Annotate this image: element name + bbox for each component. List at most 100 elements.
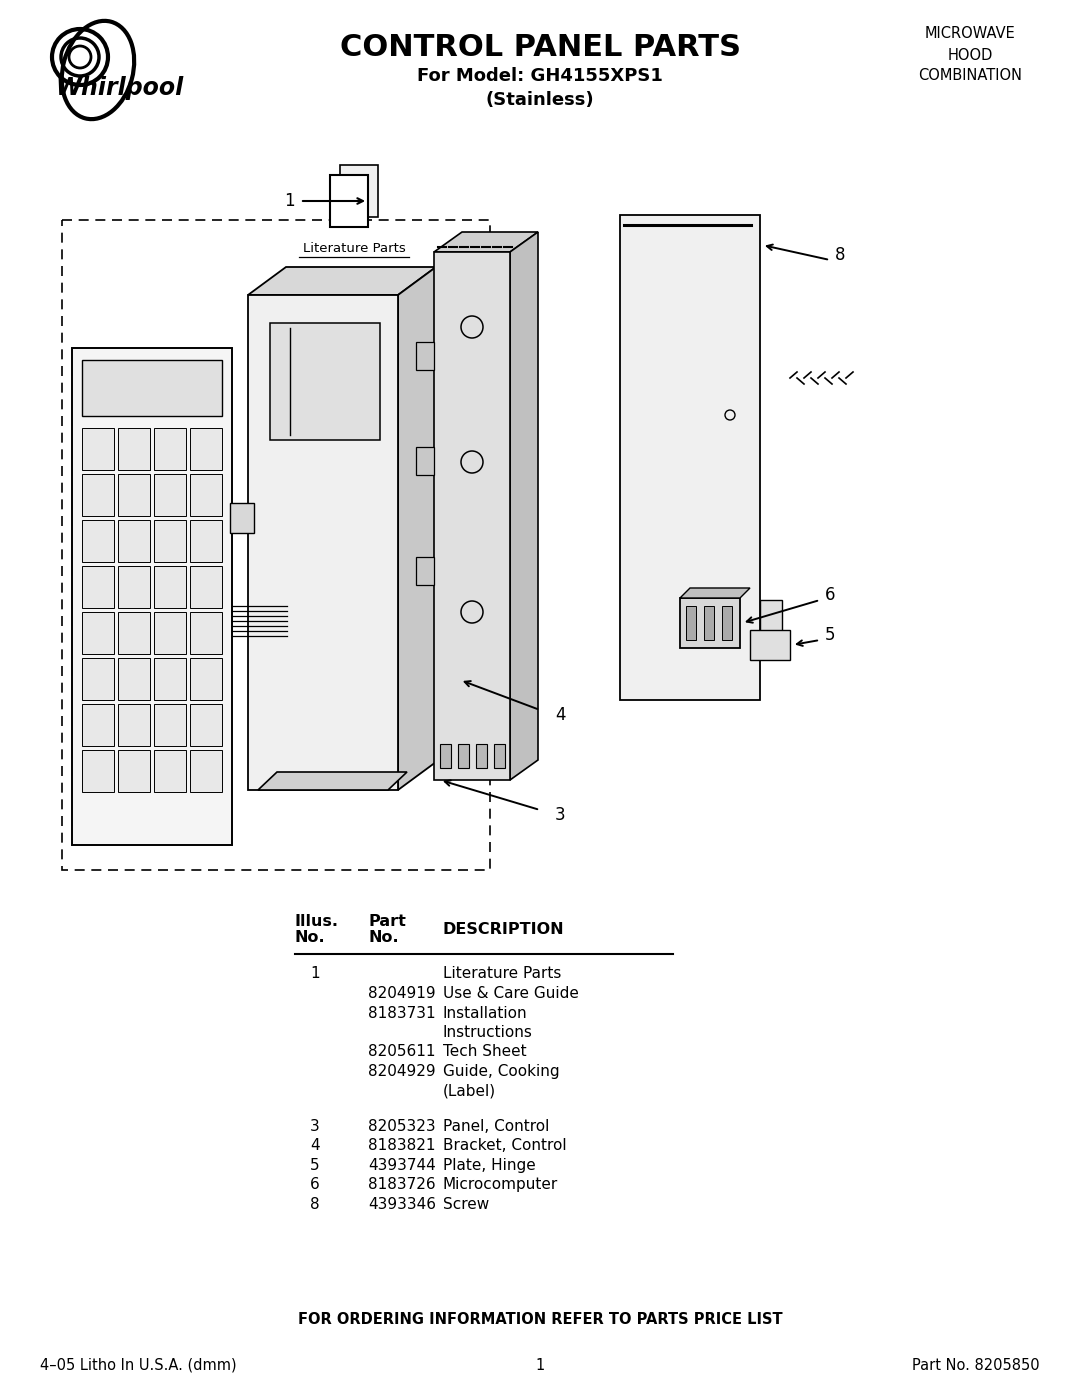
Polygon shape [258, 773, 407, 789]
Polygon shape [416, 342, 434, 370]
Text: 8: 8 [310, 1197, 320, 1211]
Polygon shape [82, 474, 114, 515]
Text: 5: 5 [310, 1158, 320, 1172]
Polygon shape [248, 267, 436, 295]
Polygon shape [82, 658, 114, 700]
Text: Screw: Screw [443, 1197, 489, 1211]
Polygon shape [494, 745, 505, 768]
Polygon shape [154, 612, 186, 654]
Text: 8205611: 8205611 [368, 1045, 435, 1059]
Text: No.: No. [368, 930, 399, 946]
Text: 5: 5 [825, 626, 836, 644]
Polygon shape [399, 267, 436, 789]
Polygon shape [330, 175, 368, 226]
Polygon shape [680, 588, 750, 598]
Polygon shape [118, 427, 150, 469]
Polygon shape [190, 658, 222, 700]
Polygon shape [190, 566, 222, 608]
Polygon shape [190, 704, 222, 746]
Text: CONTROL PANEL PARTS: CONTROL PANEL PARTS [339, 32, 741, 61]
Polygon shape [82, 750, 114, 792]
Text: 8: 8 [835, 246, 846, 264]
Polygon shape [750, 630, 789, 659]
Text: (Stainless): (Stainless) [486, 91, 594, 109]
Text: MICROWAVE
HOOD
COMBINATION: MICROWAVE HOOD COMBINATION [918, 27, 1022, 84]
Polygon shape [680, 598, 740, 648]
Text: 1: 1 [284, 191, 295, 210]
Polygon shape [723, 606, 732, 640]
Polygon shape [416, 557, 434, 585]
Text: FOR ORDERING INFORMATION REFER TO PARTS PRICE LIST: FOR ORDERING INFORMATION REFER TO PARTS … [298, 1313, 782, 1327]
Text: 8183731: 8183731 [368, 1006, 435, 1020]
Text: No.: No. [295, 930, 326, 946]
Text: Installation: Installation [443, 1006, 528, 1020]
Polygon shape [434, 232, 538, 251]
Polygon shape [118, 520, 150, 562]
Text: 1: 1 [310, 967, 320, 982]
Polygon shape [118, 612, 150, 654]
Text: 6: 6 [310, 1178, 320, 1192]
Text: Instructions: Instructions [443, 1025, 532, 1039]
Text: Whirlpool: Whirlpool [56, 75, 184, 101]
Polygon shape [154, 704, 186, 746]
Polygon shape [154, 427, 186, 469]
Text: Part No. 8205850: Part No. 8205850 [913, 1358, 1040, 1372]
Text: Use & Care Guide: Use & Care Guide [443, 986, 579, 1002]
Text: 4: 4 [555, 705, 566, 724]
Text: Literature Parts: Literature Parts [443, 967, 562, 982]
Text: 8204929: 8204929 [368, 1065, 435, 1078]
Polygon shape [434, 251, 510, 780]
Polygon shape [118, 566, 150, 608]
Text: 4393346: 4393346 [368, 1197, 436, 1211]
Polygon shape [760, 599, 782, 640]
Text: Illus.: Illus. [295, 915, 339, 929]
Polygon shape [118, 750, 150, 792]
Text: Guide, Cooking: Guide, Cooking [443, 1065, 559, 1078]
Text: Literature Parts: Literature Parts [302, 243, 405, 256]
Text: Part: Part [368, 915, 406, 929]
Text: Panel, Control: Panel, Control [443, 1119, 550, 1133]
Text: 4393744: 4393744 [368, 1158, 435, 1172]
Polygon shape [82, 427, 114, 469]
Polygon shape [620, 215, 760, 700]
Polygon shape [686, 606, 696, 640]
Polygon shape [118, 704, 150, 746]
Polygon shape [82, 704, 114, 746]
Text: 8183821: 8183821 [368, 1139, 435, 1153]
Text: DESCRIPTION: DESCRIPTION [443, 922, 565, 937]
Polygon shape [190, 612, 222, 654]
Text: Plate, Hinge: Plate, Hinge [443, 1158, 536, 1172]
Polygon shape [458, 745, 469, 768]
Polygon shape [190, 427, 222, 469]
Polygon shape [248, 295, 399, 789]
Polygon shape [190, 750, 222, 792]
Text: 8183726: 8183726 [368, 1178, 435, 1192]
Polygon shape [510, 232, 538, 780]
Text: Tech Sheet: Tech Sheet [443, 1045, 527, 1059]
Polygon shape [704, 606, 714, 640]
Text: For Model: GH4155XPS1: For Model: GH4155XPS1 [417, 67, 663, 85]
Polygon shape [82, 360, 222, 416]
Text: 3: 3 [310, 1119, 320, 1133]
Text: 8205323: 8205323 [368, 1119, 435, 1133]
Polygon shape [190, 520, 222, 562]
Polygon shape [82, 520, 114, 562]
Text: 3: 3 [555, 806, 566, 824]
Polygon shape [340, 165, 378, 217]
Polygon shape [72, 348, 232, 845]
Polygon shape [416, 447, 434, 475]
Polygon shape [154, 566, 186, 608]
Text: 4–05 Litho In U.S.A. (dmm): 4–05 Litho In U.S.A. (dmm) [40, 1358, 237, 1372]
Polygon shape [230, 503, 254, 534]
Polygon shape [476, 745, 487, 768]
Text: 4: 4 [310, 1139, 320, 1153]
Polygon shape [440, 745, 451, 768]
Polygon shape [154, 750, 186, 792]
Text: 8204919: 8204919 [368, 986, 435, 1002]
Polygon shape [154, 520, 186, 562]
Polygon shape [270, 323, 380, 440]
Text: (Label): (Label) [443, 1084, 496, 1098]
Polygon shape [154, 474, 186, 515]
Text: 1: 1 [536, 1358, 544, 1372]
Text: Microcomputer: Microcomputer [443, 1178, 558, 1192]
